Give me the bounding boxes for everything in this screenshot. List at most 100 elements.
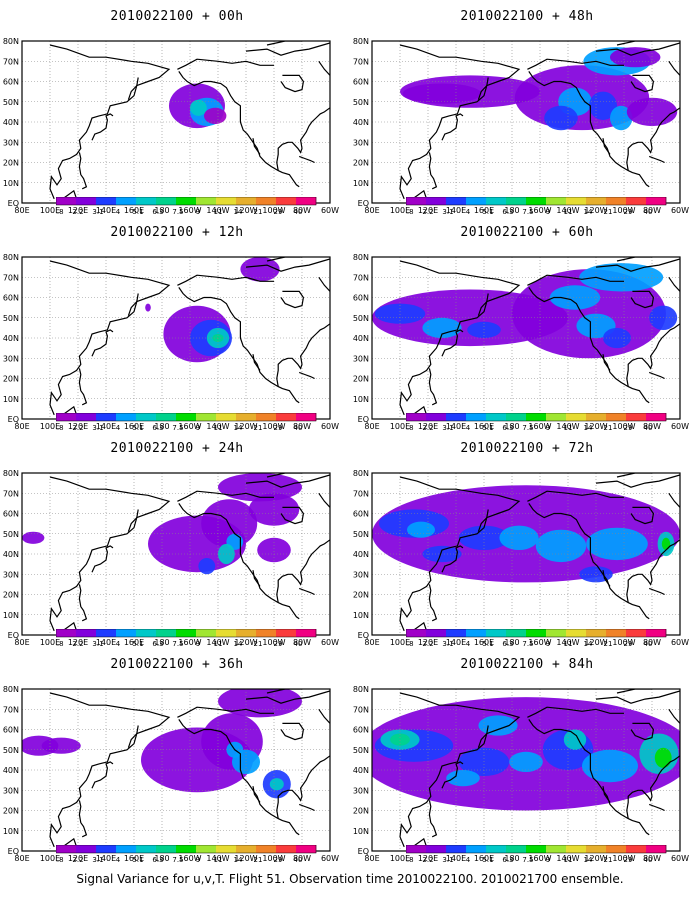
- colorbar-label: 4: [116, 424, 121, 432]
- colorbar-swatch: [176, 413, 197, 421]
- colorbar-swatch: [76, 197, 97, 205]
- colorbar-label: 21: [254, 640, 263, 648]
- colorbar-label: 5.1: [482, 856, 493, 864]
- colorbar-swatch: [606, 845, 627, 853]
- variance-contour: [390, 733, 410, 746]
- lat-label: 10N: [353, 179, 369, 188]
- lat-label: 30N: [3, 354, 19, 363]
- shaded-field: [145, 257, 280, 363]
- colorbar-swatch: [256, 413, 277, 421]
- colorbar-swatch: [216, 413, 237, 421]
- lon-label: 80E: [14, 422, 29, 431]
- colorbar-label: 14: [584, 856, 593, 864]
- lon-label: 120W: [234, 638, 257, 647]
- lat-label: 80N: [3, 469, 19, 478]
- variance-contour: [422, 317, 462, 338]
- colorbar-swatch: [406, 629, 427, 637]
- colorbar-label: 4: [466, 640, 471, 648]
- colorbar-label: 14: [584, 424, 593, 432]
- lat-label: 60N: [3, 510, 19, 519]
- colorbar-label: 40: [294, 424, 303, 432]
- colorbar-label: 1.8: [406, 208, 414, 216]
- lat-label: 60N: [3, 78, 19, 87]
- lon-label: 60W: [671, 638, 689, 647]
- figure-caption: Signal Variance for u,v,T. Flight 51. Ob…: [76, 872, 624, 886]
- lon-label: 180: [504, 854, 519, 863]
- colorbar: 1.8 2.2 3.1 4 5.1 6.3 7.5 9 11 14 21 29 40: [406, 197, 667, 216]
- lon-label: 160E: [124, 422, 144, 431]
- lon-label: 120W: [584, 854, 607, 863]
- colorbar-swatch: [196, 845, 217, 853]
- variance-contour: [549, 285, 601, 310]
- variance-contour: [458, 525, 510, 550]
- colorbar-label: 40: [644, 640, 653, 648]
- colorbar-label: 21: [254, 856, 263, 864]
- colorbar-label: 11: [214, 856, 223, 864]
- map-grid: [22, 689, 330, 851]
- lon-label: 120E: [418, 422, 438, 431]
- coastlines: [49, 689, 330, 851]
- variance-contour: [586, 527, 648, 561]
- colorbar-label: 7.5: [172, 856, 183, 864]
- variance-contour: [654, 747, 672, 768]
- colorbar-swatch: [626, 845, 647, 853]
- lat-label: 30N: [353, 354, 369, 363]
- panel-title: 2010022100 + 84h: [460, 657, 594, 672]
- colorbar-swatch: [586, 629, 607, 637]
- colorbar-label: 2.2: [72, 208, 83, 216]
- lon-label: 100W: [612, 854, 635, 863]
- colorbar-swatch: [76, 413, 97, 421]
- colorbar-swatch: [276, 845, 297, 853]
- colorbar-label: 6.3: [502, 856, 513, 864]
- colorbar-label: 7.5: [172, 208, 183, 216]
- lon-label: 160W: [528, 638, 551, 647]
- lon-label: 60W: [321, 638, 339, 647]
- colorbar-swatch: [156, 845, 177, 853]
- colorbar-label: 29: [624, 856, 633, 864]
- colorbar-label: 4: [466, 424, 471, 432]
- lat-label: 30N: [3, 786, 19, 795]
- colorbar-swatch: [116, 413, 137, 421]
- lat-label: EQ: [358, 199, 369, 208]
- colorbar-swatch: [276, 629, 297, 637]
- lon-label: 80W: [293, 638, 311, 647]
- variance-contour: [582, 749, 638, 783]
- lon-label: 120E: [68, 854, 88, 863]
- lon-label: 80W: [293, 854, 311, 863]
- lon-label: 160W: [178, 854, 201, 863]
- colorbar-swatch: [236, 197, 257, 205]
- lon-label: 120W: [234, 854, 257, 863]
- lat-label: 50N: [353, 98, 369, 107]
- colorbar-swatch: [646, 629, 667, 637]
- lat-label: 10N: [3, 395, 19, 404]
- lon-label: 120W: [584, 638, 607, 647]
- lat-label: 70N: [353, 705, 369, 714]
- lat-label: 20N: [3, 159, 19, 168]
- lon-label: 160E: [474, 206, 494, 215]
- colorbar-label: 14: [584, 208, 593, 216]
- colorbar-swatch: [506, 629, 527, 637]
- lon-label: 160W: [528, 422, 551, 431]
- lat-label: EQ: [358, 415, 369, 424]
- colorbar-swatch: [506, 197, 527, 205]
- colorbar-swatch: [586, 845, 607, 853]
- colorbar-label: 40: [294, 856, 303, 864]
- coastlines: [49, 41, 330, 203]
- colorbar-swatch: [276, 413, 297, 421]
- colorbar-swatch: [176, 629, 197, 637]
- lon-label: 180: [504, 638, 519, 647]
- colorbar-swatch: [96, 197, 117, 205]
- map-grid: [372, 473, 680, 635]
- colorbar-swatch: [276, 197, 297, 205]
- coastlines: [49, 257, 330, 419]
- colorbar-label: 3.1: [92, 424, 103, 432]
- lat-label: EQ: [8, 631, 19, 640]
- lat-label: EQ: [8, 847, 19, 856]
- colorbar-label: 1.8: [56, 208, 64, 216]
- colorbar-swatch: [136, 197, 157, 205]
- colorbar-label: 11: [214, 208, 223, 216]
- variance-contour: [509, 751, 543, 772]
- colorbar-label: 7.5: [172, 640, 183, 648]
